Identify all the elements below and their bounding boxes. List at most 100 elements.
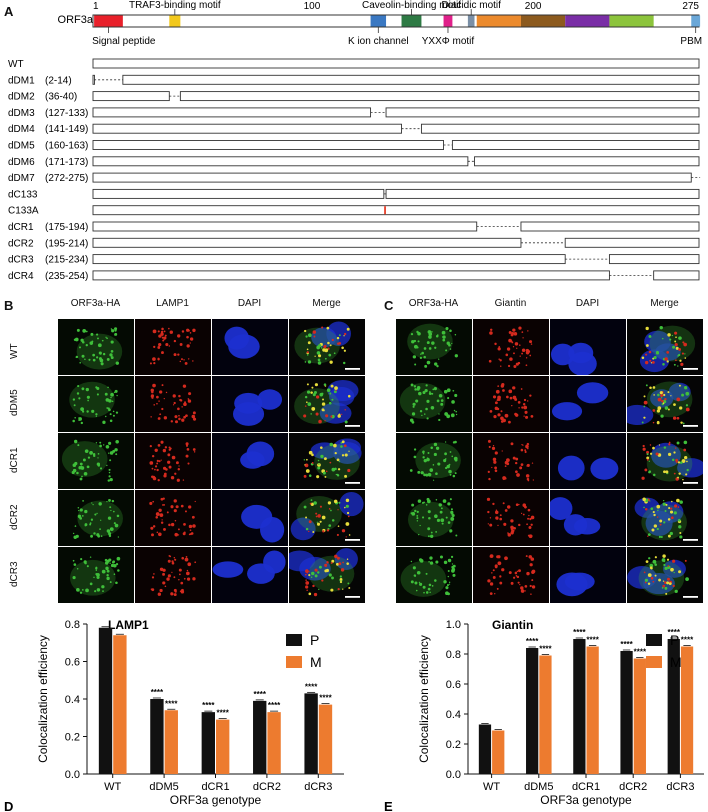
signal-punctum <box>337 587 340 591</box>
signal-punctum <box>445 466 448 470</box>
signal-punctum <box>84 358 86 360</box>
signal-punctum <box>313 335 316 338</box>
signal-punctum <box>97 337 99 340</box>
signal-punctum <box>417 499 422 503</box>
signal-punctum <box>74 461 78 466</box>
signal-punctum <box>513 352 515 355</box>
signal-punctum <box>306 383 309 386</box>
signal-punctum <box>502 389 505 392</box>
signal-punctum <box>431 585 434 587</box>
signal-punctum <box>310 413 312 415</box>
legend-label: M <box>310 654 322 670</box>
signal-punctum <box>341 346 344 350</box>
signal-punctum <box>424 364 428 368</box>
signal-punctum <box>510 340 513 342</box>
signal-punctum <box>314 574 318 578</box>
signal-punctum <box>500 384 505 388</box>
signal-punctum <box>491 446 496 451</box>
panel-b-letter: B <box>4 298 14 313</box>
signal-punctum <box>104 392 108 396</box>
signal-punctum <box>676 397 681 402</box>
signal-punctum <box>671 500 673 503</box>
signal-punctum <box>679 406 683 410</box>
legend-swatch <box>286 634 302 646</box>
signal-punctum <box>89 341 94 345</box>
signal-punctum <box>677 365 679 367</box>
signal-punctum <box>658 444 661 446</box>
signal-punctum <box>87 456 91 459</box>
signal-punctum <box>311 571 315 576</box>
signal-punctum <box>304 329 307 333</box>
signal-punctum <box>342 361 346 365</box>
signal-punctum <box>684 455 688 460</box>
scale-bar <box>345 368 360 370</box>
signal-punctum <box>312 584 315 588</box>
signal-punctum <box>517 361 521 365</box>
signal-punctum <box>157 592 162 596</box>
signal-punctum <box>325 414 329 418</box>
signal-punctum <box>520 512 523 515</box>
panel-c-micrograph-cell <box>395 432 473 490</box>
signal-punctum <box>114 523 119 528</box>
micrograph-background <box>58 376 134 432</box>
signal-punctum <box>521 348 526 353</box>
signal-punctum <box>315 395 320 399</box>
signal-punctum <box>183 531 186 534</box>
signal-punctum <box>188 505 192 509</box>
signal-punctum <box>412 355 417 359</box>
ruler-tick-label: 1 <box>93 1 99 12</box>
signal-punctum <box>106 569 110 573</box>
significance-mark: **** <box>539 645 552 654</box>
signal-punctum <box>113 510 115 513</box>
signal-punctum <box>427 510 431 514</box>
signal-punctum <box>173 401 176 405</box>
signal-punctum <box>441 330 446 335</box>
signal-punctum <box>423 591 425 594</box>
signal-punctum <box>518 523 521 527</box>
signal-punctum <box>188 524 193 529</box>
signal-punctum <box>174 558 177 561</box>
signal-punctum <box>163 416 168 420</box>
signal-punctum <box>450 517 455 521</box>
signal-punctum <box>643 571 646 574</box>
signal-punctum <box>525 474 530 478</box>
signal-punctum <box>192 524 196 528</box>
signal-punctum <box>342 588 344 590</box>
signal-punctum <box>421 414 423 417</box>
signal-punctum <box>327 347 330 350</box>
signal-punctum <box>422 452 425 455</box>
signal-punctum <box>304 405 307 407</box>
signal-punctum <box>150 388 154 393</box>
signal-punctum <box>115 453 118 456</box>
signal-punctum <box>106 574 109 577</box>
signal-punctum <box>162 581 166 585</box>
nucleus <box>339 491 364 517</box>
signal-punctum <box>652 510 655 514</box>
signal-punctum <box>317 514 321 518</box>
signal-punctum <box>449 451 452 453</box>
signal-punctum <box>194 561 197 564</box>
bar <box>667 639 680 774</box>
signal-punctum <box>510 442 514 446</box>
signal-punctum <box>502 476 507 480</box>
signal-punctum <box>525 415 529 419</box>
signal-punctum <box>516 570 519 573</box>
signal-punctum <box>648 557 651 560</box>
signal-punctum <box>652 446 655 450</box>
signal-punctum <box>494 451 498 455</box>
signal-punctum <box>670 507 673 510</box>
signal-punctum <box>109 562 111 565</box>
signal-punctum <box>158 460 161 463</box>
signal-punctum <box>158 532 162 537</box>
signal-punctum <box>520 448 524 452</box>
signal-punctum <box>499 581 503 585</box>
y-axis-label: Colocalization efficiency <box>417 635 431 763</box>
construct-bar-left <box>92 107 372 118</box>
construct-bar <box>92 58 700 69</box>
signal-punctum <box>330 509 332 512</box>
signal-punctum <box>419 356 423 360</box>
signal-punctum <box>162 572 165 576</box>
signal-punctum <box>529 340 532 343</box>
signal-punctum <box>344 453 348 457</box>
signal-punctum <box>114 389 118 393</box>
